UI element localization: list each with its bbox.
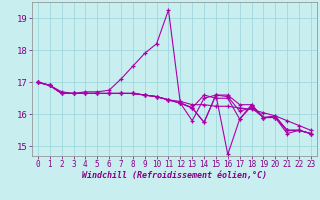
X-axis label: Windchill (Refroidissement éolien,°C): Windchill (Refroidissement éolien,°C) — [82, 171, 267, 180]
